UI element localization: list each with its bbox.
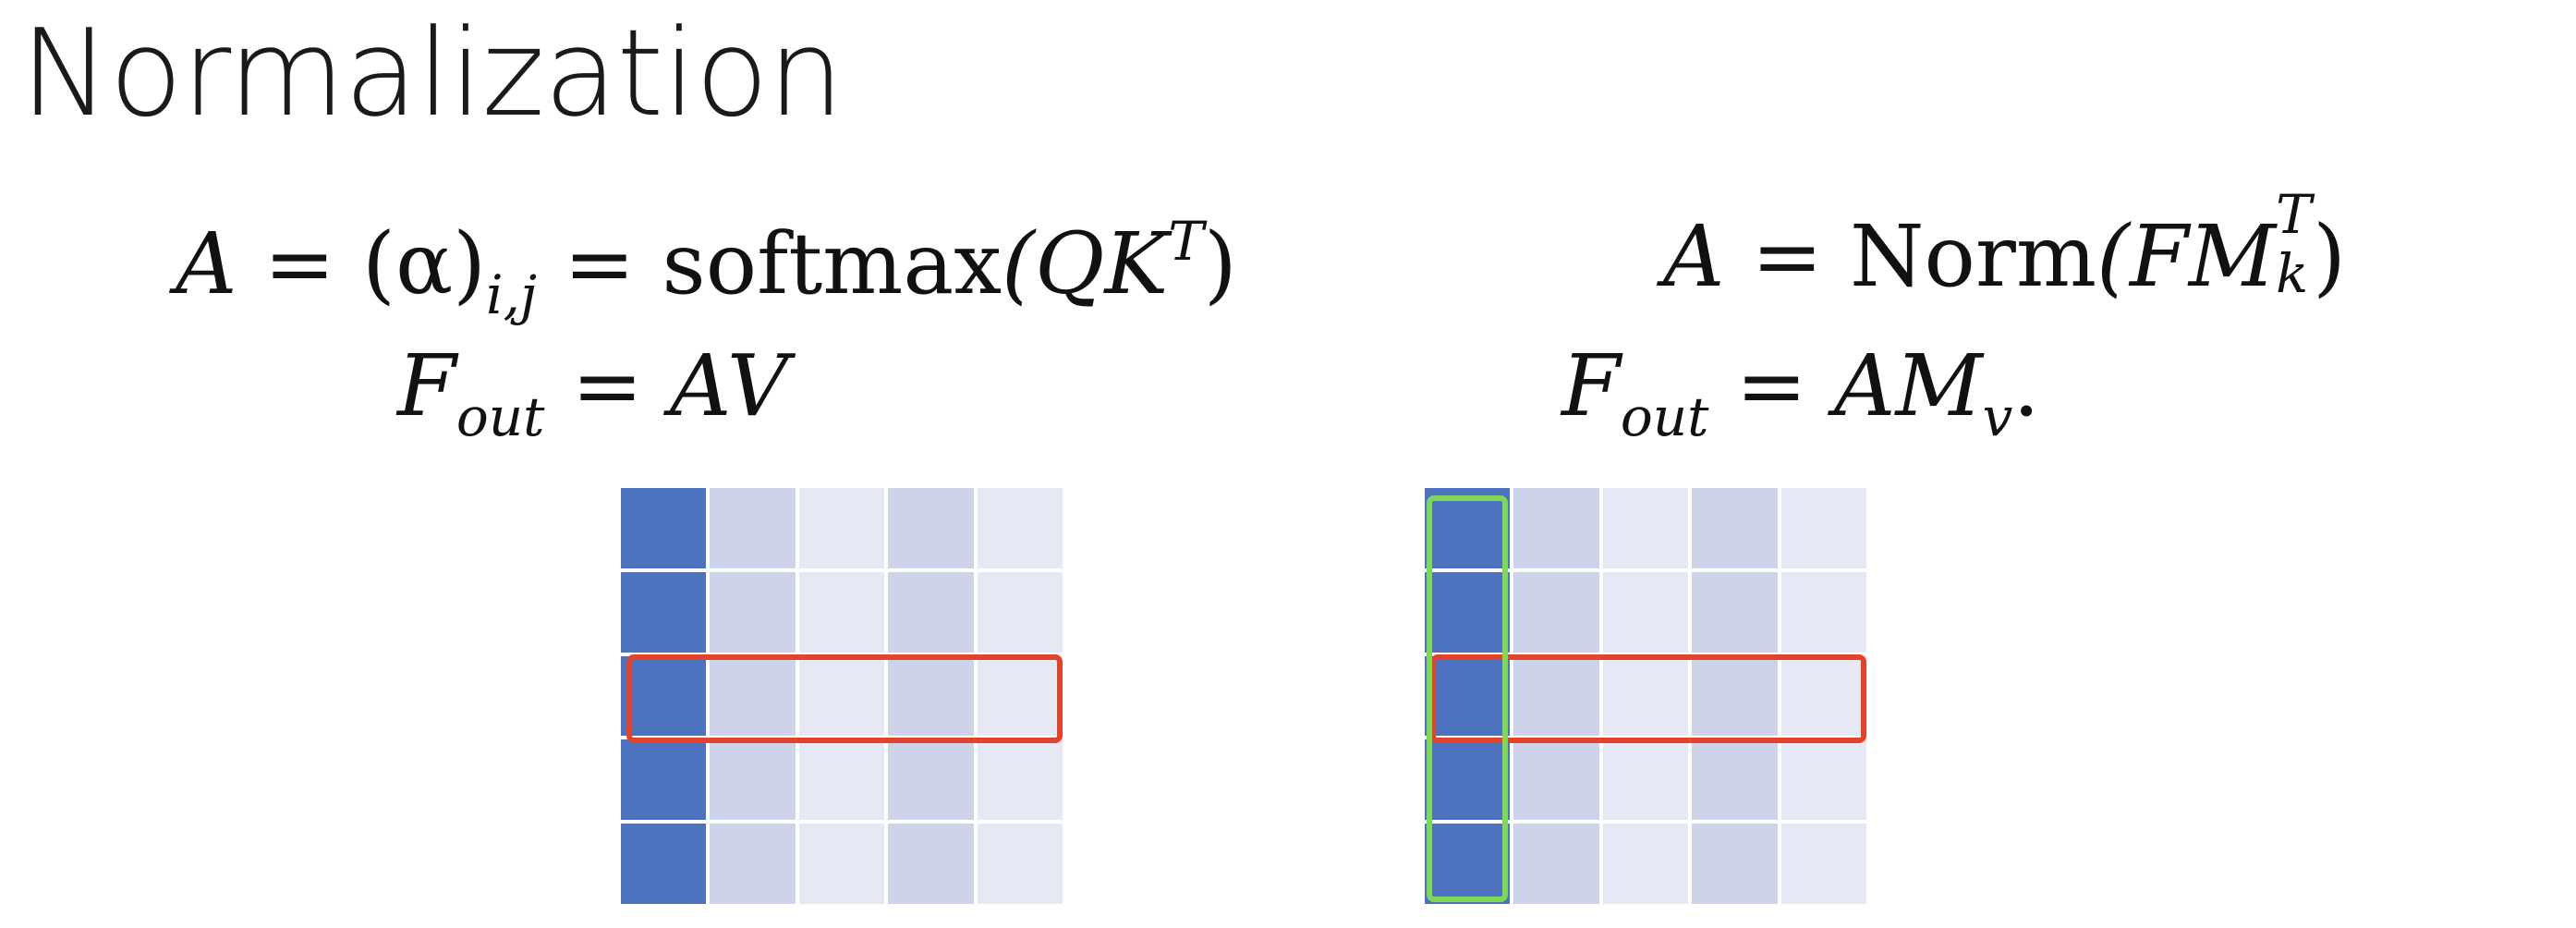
highlight-row-box xyxy=(1430,653,1866,744)
matrix-cell xyxy=(798,739,885,821)
matrix-cell xyxy=(1780,739,1866,821)
left-equation-attention: A = (α)i,j = softmax(QKT) xyxy=(176,214,1237,322)
matrix-cell xyxy=(798,655,885,737)
matrix-cell xyxy=(1425,571,1511,653)
eq-transpose: T xyxy=(2276,183,2312,246)
matrix-cell xyxy=(621,488,707,568)
matrix-cell xyxy=(888,824,974,904)
matrix-cell xyxy=(710,655,796,737)
matrix-cell xyxy=(888,488,974,568)
eq-symbol-f: F xyxy=(1561,336,1621,435)
matrix-cell xyxy=(1425,488,1511,568)
eq-sign: = xyxy=(571,336,643,435)
eq-close-paren: ) xyxy=(2313,207,2346,306)
matrix-cell xyxy=(1602,571,1689,653)
attention-matrix-right xyxy=(1425,488,1866,904)
matrix-cell xyxy=(1425,739,1511,821)
matrix-cell xyxy=(977,824,1063,904)
matrix-cell xyxy=(1513,488,1599,568)
eq-sign: = xyxy=(564,214,636,313)
eq-sign: = xyxy=(1735,336,1807,435)
eq-softmax: softmax xyxy=(662,214,1002,313)
matrix-cell xyxy=(1513,655,1599,737)
matrix-cell xyxy=(1780,655,1866,737)
highlight-column-box xyxy=(1427,495,1509,902)
eq-am: AM xyxy=(1834,336,1983,435)
matrix-cell xyxy=(1602,488,1689,568)
matrix-cell xyxy=(710,824,796,904)
matrix-cell xyxy=(1692,824,1778,904)
eq-alpha-subscript: i,j xyxy=(485,263,537,326)
eq-symbol-f: F xyxy=(397,336,456,435)
eq-symbol-a: A xyxy=(176,214,237,313)
matrix-cell xyxy=(888,571,974,653)
eq-transpose: T xyxy=(1168,210,1204,273)
right-equation-output: Fout = AMv. xyxy=(1561,344,2040,445)
matrix-cell xyxy=(798,488,885,568)
matrix-cell xyxy=(888,739,974,821)
matrix-cell xyxy=(1692,488,1778,568)
matrix-cell xyxy=(1602,739,1689,821)
matrix-cell xyxy=(621,655,707,737)
matrix-cell xyxy=(1513,824,1599,904)
attention-matrix-left xyxy=(621,488,1063,904)
matrix-cell xyxy=(1780,824,1866,904)
matrix-cell xyxy=(977,571,1063,653)
matrix-cell xyxy=(710,571,796,653)
matrix-cell xyxy=(1513,571,1599,653)
left-equation-output: Fout = AV xyxy=(397,344,788,445)
eq-sign: = xyxy=(263,214,335,313)
matrix-cell xyxy=(621,739,707,821)
eq-out-subscript: out xyxy=(456,385,545,448)
matrix-cell xyxy=(1780,571,1866,653)
eq-qk: (QK xyxy=(1002,214,1169,313)
eq-fm: (FM xyxy=(2096,207,2277,306)
eq-symbol-a: A xyxy=(1663,207,1725,306)
eq-k-subscript: k xyxy=(2276,242,2309,305)
matrix-cell xyxy=(1780,488,1866,568)
matrix-cell xyxy=(977,739,1063,821)
matrix-cell xyxy=(1692,571,1778,653)
eq-sign: = xyxy=(1751,207,1823,306)
matrix-cell xyxy=(1692,655,1778,737)
page-title: Normalization xyxy=(20,3,844,143)
matrix-cell xyxy=(1425,655,1511,737)
eq-period: . xyxy=(2012,336,2040,435)
matrix-cell xyxy=(977,655,1063,737)
matrix-cell xyxy=(888,655,974,737)
eq-close-paren: ) xyxy=(1203,214,1237,313)
matrix-cell xyxy=(1602,655,1689,737)
matrix-cell xyxy=(1692,739,1778,821)
matrix-cell xyxy=(977,488,1063,568)
eq-av: AV xyxy=(670,336,789,435)
matrix-cell xyxy=(710,739,796,821)
eq-v-subscript: v xyxy=(1982,385,2013,448)
highlight-row-box xyxy=(626,653,1063,744)
eq-out-subscript: out xyxy=(1620,385,1709,448)
matrix-cell xyxy=(798,824,885,904)
matrix-cell xyxy=(621,824,707,904)
matrix-cell xyxy=(1513,739,1599,821)
eq-norm: Norm xyxy=(1850,207,2097,306)
matrix-cell xyxy=(798,571,885,653)
matrix-cell xyxy=(1602,824,1689,904)
matrix-cell xyxy=(710,488,796,568)
matrix-cell xyxy=(1425,824,1511,904)
eq-alpha: (α) xyxy=(362,214,486,313)
matrix-cell xyxy=(621,571,707,653)
